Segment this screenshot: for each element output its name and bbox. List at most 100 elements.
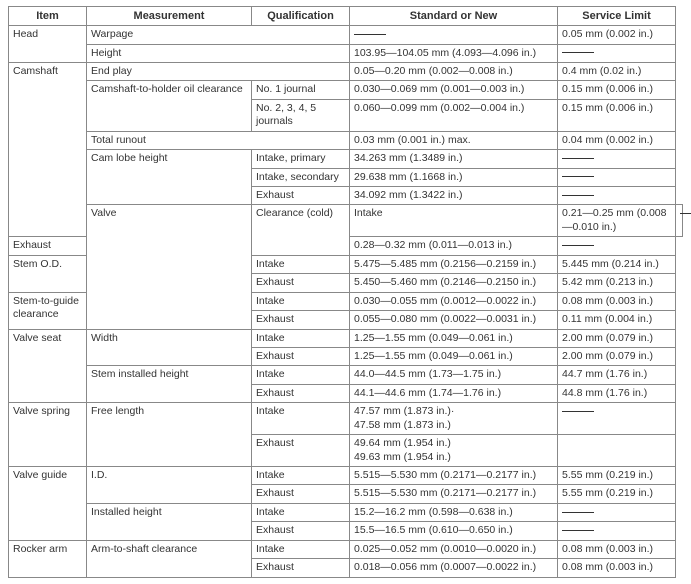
table-row: Total runout0.03 mm (0.001 in.) max.0.04…: [9, 131, 683, 149]
table-row: Cam lobe heightIntake, primary34.263 mm …: [9, 150, 683, 168]
qualification-cell: Exhaust: [252, 559, 350, 577]
standard-cell: 1.25—1.55 mm (0.049—0.061 in.): [350, 347, 558, 365]
standard-cell: 0.03 mm (0.001 in.) max.: [350, 131, 558, 149]
service-cell: 0.4 mm (0.02 in.): [558, 62, 676, 80]
measurement-cell: Clearance (cold): [252, 205, 350, 255]
measurement-cell: Warpage: [87, 26, 350, 44]
table-row: ValveClearance (cold)Intake0.21—0.25 mm …: [9, 205, 683, 237]
service-cell: [558, 168, 676, 186]
column-header: Qualification: [252, 7, 350, 26]
qualification-cell: Exhaust: [252, 311, 350, 329]
dash-icon: [562, 158, 594, 159]
dash-icon: [562, 512, 594, 513]
service-cell: 0.08 mm (0.003 in.): [558, 559, 676, 577]
qualification-cell: Intake: [252, 292, 350, 310]
table-row: Valve springFree lengthIntake47.57 mm (1…: [9, 403, 683, 435]
qualification-cell: Exhaust: [252, 485, 350, 503]
standard-cell: 5.475—5.485 mm (0.2156—0.2159 in.): [350, 255, 558, 273]
service-cell: 0.15 mm (0.006 in.): [558, 99, 676, 131]
service-cell: 44.8 mm (1.76 in.): [558, 384, 676, 402]
standard-cell: 103.95—104.05 mm (4.093—4.096 in.): [350, 44, 558, 62]
standard-cell: 0.060—0.099 mm (0.002—0.004 in.): [350, 99, 558, 131]
table-row: Rocker armArm-to-shaft clearanceIntake0.…: [9, 540, 683, 558]
table-row: Valve guideI.D.Intake5.515—5.530 mm (0.2…: [9, 467, 683, 485]
table-header-row: ItemMeasurementQualificationStandard or …: [9, 7, 683, 26]
service-cell: 0.08 mm (0.003 in.): [558, 540, 676, 558]
qualification-cell: Exhaust: [252, 435, 350, 467]
measurement-cell: Free length: [87, 403, 252, 467]
standard-cell: 15.5—16.5 mm (0.610—0.650 in.): [350, 522, 558, 540]
measurement-cell: Camshaft-to-holder oil clearance: [87, 81, 252, 131]
dash-icon: [354, 34, 386, 35]
service-cell: 0.08 mm (0.003 in.): [558, 292, 676, 310]
standard-cell: 29.638 mm (1.1668 in.): [350, 168, 558, 186]
table-row: Stem installed heightIntake44.0—44.5 mm …: [9, 366, 683, 384]
service-cell: [558, 522, 676, 540]
qualification-cell: Intake: [252, 540, 350, 558]
qualification-cell: Exhaust: [252, 187, 350, 205]
qualification-cell: Exhaust: [252, 274, 350, 292]
service-cell: 0.05 mm (0.002 in.): [558, 26, 676, 44]
standard-cell: 34.092 mm (1.3422 in.): [350, 187, 558, 205]
service-cell: [558, 403, 676, 435]
dash-icon: [562, 52, 594, 53]
service-cell: 0.04 mm (0.002 in.): [558, 131, 676, 149]
dash-icon: [562, 195, 594, 196]
spec-table: ItemMeasurementQualificationStandard or …: [8, 6, 683, 578]
standard-cell: 34.263 mm (1.3489 in.): [350, 150, 558, 168]
service-cell: 2.00 mm (0.079 in.): [558, 347, 676, 365]
service-cell: 5.445 mm (0.214 in.): [558, 255, 676, 273]
service-cell: 0.15 mm (0.006 in.): [558, 81, 676, 99]
service-cell: [558, 187, 676, 205]
measurement-cell: End play: [87, 62, 350, 80]
item-cell: Camshaft: [9, 62, 87, 236]
service-cell: 5.42 mm (0.213 in.): [558, 274, 676, 292]
item-cell: Valve spring: [9, 403, 87, 467]
standard-cell: 0.025—0.052 mm (0.0010—0.0020 in.): [350, 540, 558, 558]
qualification-cell: Intake: [252, 503, 350, 521]
item-cell: Valve guide: [9, 467, 87, 541]
measurement-cell: I.D.: [87, 467, 252, 504]
qualification-cell: Exhaust: [252, 347, 350, 365]
standard-cell: 44.1—44.6 mm (1.74—1.76 in.): [350, 384, 558, 402]
measurement-cell: Stem O.D.: [9, 255, 87, 292]
measurement-cell: Stem-to-guide clearance: [9, 292, 87, 329]
service-cell: [558, 150, 676, 168]
service-cell: [558, 237, 676, 255]
standard-cell: 1.25—1.55 mm (0.049—0.061 in.): [350, 329, 558, 347]
service-cell: 2.00 mm (0.079 in.): [558, 329, 676, 347]
table-row: HeadWarpage0.05 mm (0.002 in.): [9, 26, 683, 44]
measurement-cell: Cam lobe height: [87, 150, 252, 205]
qualification-cell: Intake, primary: [252, 150, 350, 168]
standard-cell: 0.030—0.069 mm (0.001—0.003 in.): [350, 81, 558, 99]
service-cell: [558, 503, 676, 521]
standard-cell: 0.21—0.25 mm (0.008—0.010 in.): [558, 205, 676, 237]
qualification-cell: Exhaust: [9, 237, 87, 255]
item-cell: Valve seat: [9, 329, 87, 403]
qualification-cell: Intake: [252, 467, 350, 485]
table-row: Camshaft-to-holder oil clearanceNo. 1 jo…: [9, 81, 683, 99]
qualification-cell: No. 2, 3, 4, 5 journals: [252, 99, 350, 131]
dash-icon: [562, 176, 594, 177]
standard-cell: 15.2—16.2 mm (0.598—0.638 in.): [350, 503, 558, 521]
dash-icon: [562, 245, 594, 246]
item-cell: Valve: [87, 205, 252, 329]
measurement-cell: Stem installed height: [87, 366, 252, 403]
table-row: Installed heightIntake15.2—16.2 mm (0.59…: [9, 503, 683, 521]
measurement-cell: Width: [87, 329, 252, 366]
qualification-cell: Exhaust: [252, 522, 350, 540]
column-header: Measurement: [87, 7, 252, 26]
column-header: Service Limit: [558, 7, 676, 26]
service-cell: [676, 205, 683, 237]
service-cell: [558, 435, 676, 467]
column-header: Item: [9, 7, 87, 26]
standard-cell: 0.05—0.20 mm (0.002—0.008 in.): [350, 62, 558, 80]
standard-cell: 44.0—44.5 mm (1.73—1.75 in.): [350, 366, 558, 384]
qualification-cell: Intake: [252, 366, 350, 384]
dash-icon: [562, 530, 594, 531]
qualification-cell: No. 1 journal: [252, 81, 350, 99]
table-row: Valve seatWidthIntake1.25—1.55 mm (0.049…: [9, 329, 683, 347]
qualification-cell: Intake: [252, 329, 350, 347]
standard-cell: 5.450—5.460 mm (0.2146—0.2150 in.): [350, 274, 558, 292]
standard-cell: 0.055—0.080 mm (0.0022—0.0031 in.): [350, 311, 558, 329]
